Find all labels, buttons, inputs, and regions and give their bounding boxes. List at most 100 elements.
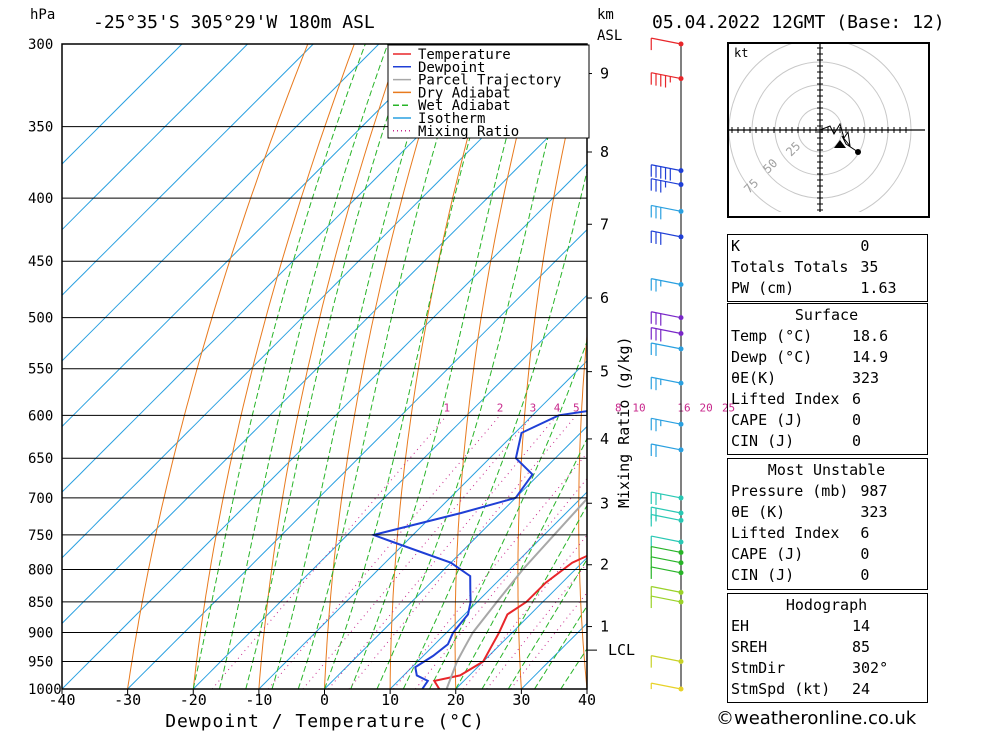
index-row: CIN (J) 0 [727,431,926,452]
wind-barb [650,513,684,527]
pressure-tick-label: 700 [28,491,53,507]
wet-adiabat-line [455,437,587,689]
isotherm-line [62,44,511,493]
isotherm-line [62,44,445,428]
legend-label: Mixing Ratio [418,124,519,140]
mixing-ratio-line [211,414,448,689]
index-value: 0 [852,411,862,429]
index-value: 0 [860,566,870,584]
isotherm-line [62,97,587,625]
mixing-ratio-axis-label: Mixing Ratio (g/kg) [615,336,633,508]
isotherm-line [62,44,577,559]
index-row: CIN (J) 0 [727,565,926,586]
wet-adiabat-line [481,504,587,689]
x-tick-label: 10 [381,691,399,709]
wind-barb [650,342,684,356]
index-label: θE (K) [731,503,786,521]
pressure-unit: hPa [30,7,55,23]
index-value: 302° [852,659,889,677]
index-label: CAPE (J) [731,545,804,563]
index-value: 14.9 [852,348,889,366]
x-tick-label: -20 [180,691,207,709]
index-row: Lifted Index 6 [727,389,926,410]
x-tick-label: 20 [447,691,465,709]
index-label: θE(K) [731,369,777,387]
index-value: 0 [860,237,870,255]
wind-barb-shaft [651,566,682,574]
dry-adiabat-line [957,44,1000,689]
dry-adiabat-line [192,44,355,689]
km-tick-label: 5 [600,363,609,381]
legend-label: Temperature [418,47,511,63]
hodograph-trace [819,122,859,153]
wind-barb [650,311,684,326]
wind-barb [650,204,684,220]
index-label: CAPE (J) [731,411,804,429]
hodograph-ring-label: 75 [741,176,761,196]
location-title: -25°35'S 305°29'W 180m ASL [93,12,375,33]
lcl-label: LCL [608,641,635,659]
x-tick-label: -40 [48,691,75,709]
index-box-unstable [727,458,928,590]
hodograph-unit: kt [734,46,748,60]
km-tick-label: 3 [600,494,609,512]
legend-label: Dry Adiabat [418,85,511,101]
pressure-tick-label: 300 [28,37,53,53]
index-label: Dewp (°C) [731,348,813,366]
km-tick-label: 2 [600,556,609,574]
pressure-tick-label: 400 [28,191,53,207]
wind-barb [650,682,684,692]
wet-adiabat-line [192,44,366,689]
isotherm-line [455,557,587,689]
km-tick-label: 6 [600,289,609,307]
wind-barb [650,230,684,245]
wind-barb [650,556,684,569]
index-label: K [731,237,741,255]
wet-adiabat-line [507,558,587,689]
pressure-tick-label: 950 [28,655,53,671]
wind-barb [650,178,684,193]
mixing-ratio-line [348,414,577,689]
x-tick-label: -10 [245,691,272,709]
legend-label: Isotherm [418,111,485,127]
km-tick-label: 4 [600,430,609,448]
index-row: CAPE (J) 0 [727,410,926,431]
wind-barb [650,37,684,51]
storm-motion-marker [834,140,846,148]
wet-adiabat-line [429,340,587,689]
wind-barb [650,376,684,391]
isotherm-line [389,491,587,689]
x-tick-label: 40 [578,691,596,709]
pressure-tick-label: 450 [28,254,53,270]
index-label: CIN (J) [731,432,795,450]
index-box-hodograph [727,593,928,703]
index-table-hodograph: Hodograph EH 14 SREH 85 StmDir 302° StmSpd (kt)… [727,595,926,700]
index-label: PW (cm) [731,279,795,297]
km-tick-label: 1 [600,618,609,636]
wind-barb [650,443,684,457]
index-label: Pressure (mb) [731,482,849,500]
index-value: 6 [852,390,862,408]
wet-adiabat-line [219,44,389,689]
mixing-ratio-tick-label: 5 [573,401,580,414]
isotherm-line [62,44,248,231]
pressure-tick-label: 550 [28,362,53,378]
wind-barb [650,491,684,505]
height-unit-asl: ASL [597,28,622,44]
index-label: StmSpd (kt) [731,680,831,698]
index-label: StmDir [731,659,786,677]
index-label: Lifted Index [731,390,840,408]
pressure-tick-label: 850 [28,595,53,611]
wind-barb [650,655,684,668]
wet-adiabat-line [402,169,587,689]
wind-barb-shaft [651,682,682,690]
index-row: SREH 85 [727,637,926,658]
wind-barb [650,72,684,88]
index-table-unstable: Most Unstable Pressure (mb) 987 θE (K) 323 Li… [727,460,926,586]
x-tick-label: 0 [320,691,329,709]
index-row: θE (K) 323 [727,502,926,523]
index-label: EH [731,617,750,635]
copyright-footer[interactable]: ©weatheronline.co.uk [716,708,917,729]
